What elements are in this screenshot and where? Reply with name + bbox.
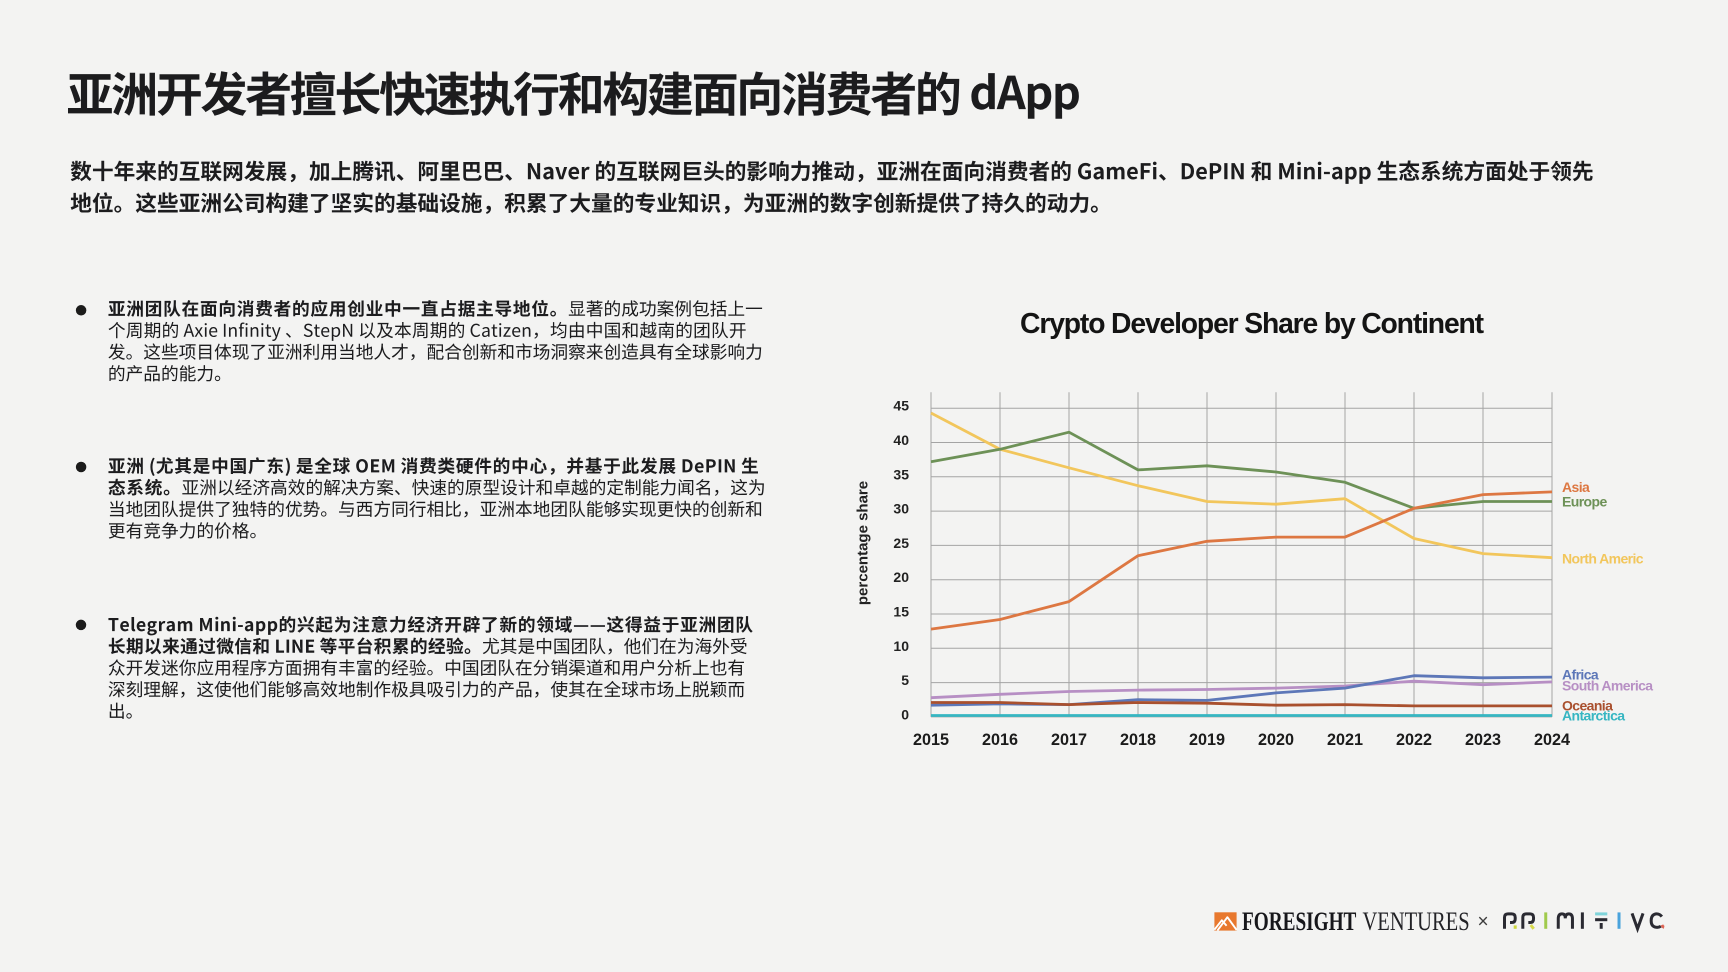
svg-text:2022: 2022: [1396, 731, 1432, 749]
svg-text:VENTURES: VENTURES: [1363, 907, 1470, 936]
svg-text:15: 15: [893, 604, 909, 620]
svg-text:2016: 2016: [982, 731, 1018, 749]
svg-text:0: 0: [901, 706, 909, 722]
svg-text:2020: 2020: [1258, 731, 1294, 749]
svg-text:45: 45: [893, 398, 909, 414]
svg-text:2017: 2017: [1051, 731, 1087, 749]
svg-text:Antarctica: Antarctica: [1562, 708, 1625, 724]
svg-text:20: 20: [893, 569, 909, 585]
svg-text:North Americ: North Americ: [1562, 551, 1644, 567]
svg-text:25: 25: [893, 535, 909, 551]
svg-text:35: 35: [893, 466, 909, 482]
svg-text:percentage share: percentage share: [855, 481, 872, 605]
svg-text:×: ×: [1478, 912, 1489, 933]
svg-text:Crypto Developer Share by Cont: Crypto Developer Share by Continent: [1020, 307, 1485, 339]
svg-text:2023: 2023: [1465, 731, 1501, 749]
svg-text:Asia: Asia: [1562, 479, 1590, 495]
svg-text:2021: 2021: [1327, 731, 1363, 749]
svg-text:Africa: Africa: [1562, 666, 1599, 682]
svg-text:Europe: Europe: [1562, 493, 1607, 509]
svg-text:2024: 2024: [1534, 731, 1570, 749]
svg-text:40: 40: [893, 432, 909, 448]
svg-text:30: 30: [893, 501, 909, 517]
svg-text:South America: South America: [1562, 677, 1653, 693]
svg-text:2018: 2018: [1120, 731, 1156, 749]
svg-text:2019: 2019: [1189, 731, 1225, 749]
svg-text:Oceania: Oceania: [1562, 698, 1613, 714]
svg-text:10: 10: [893, 638, 909, 654]
svg-text:FORESIGHT: FORESIGHT: [1242, 906, 1357, 936]
svg-text:5: 5: [901, 672, 909, 688]
svg-text:2015: 2015: [913, 731, 949, 749]
